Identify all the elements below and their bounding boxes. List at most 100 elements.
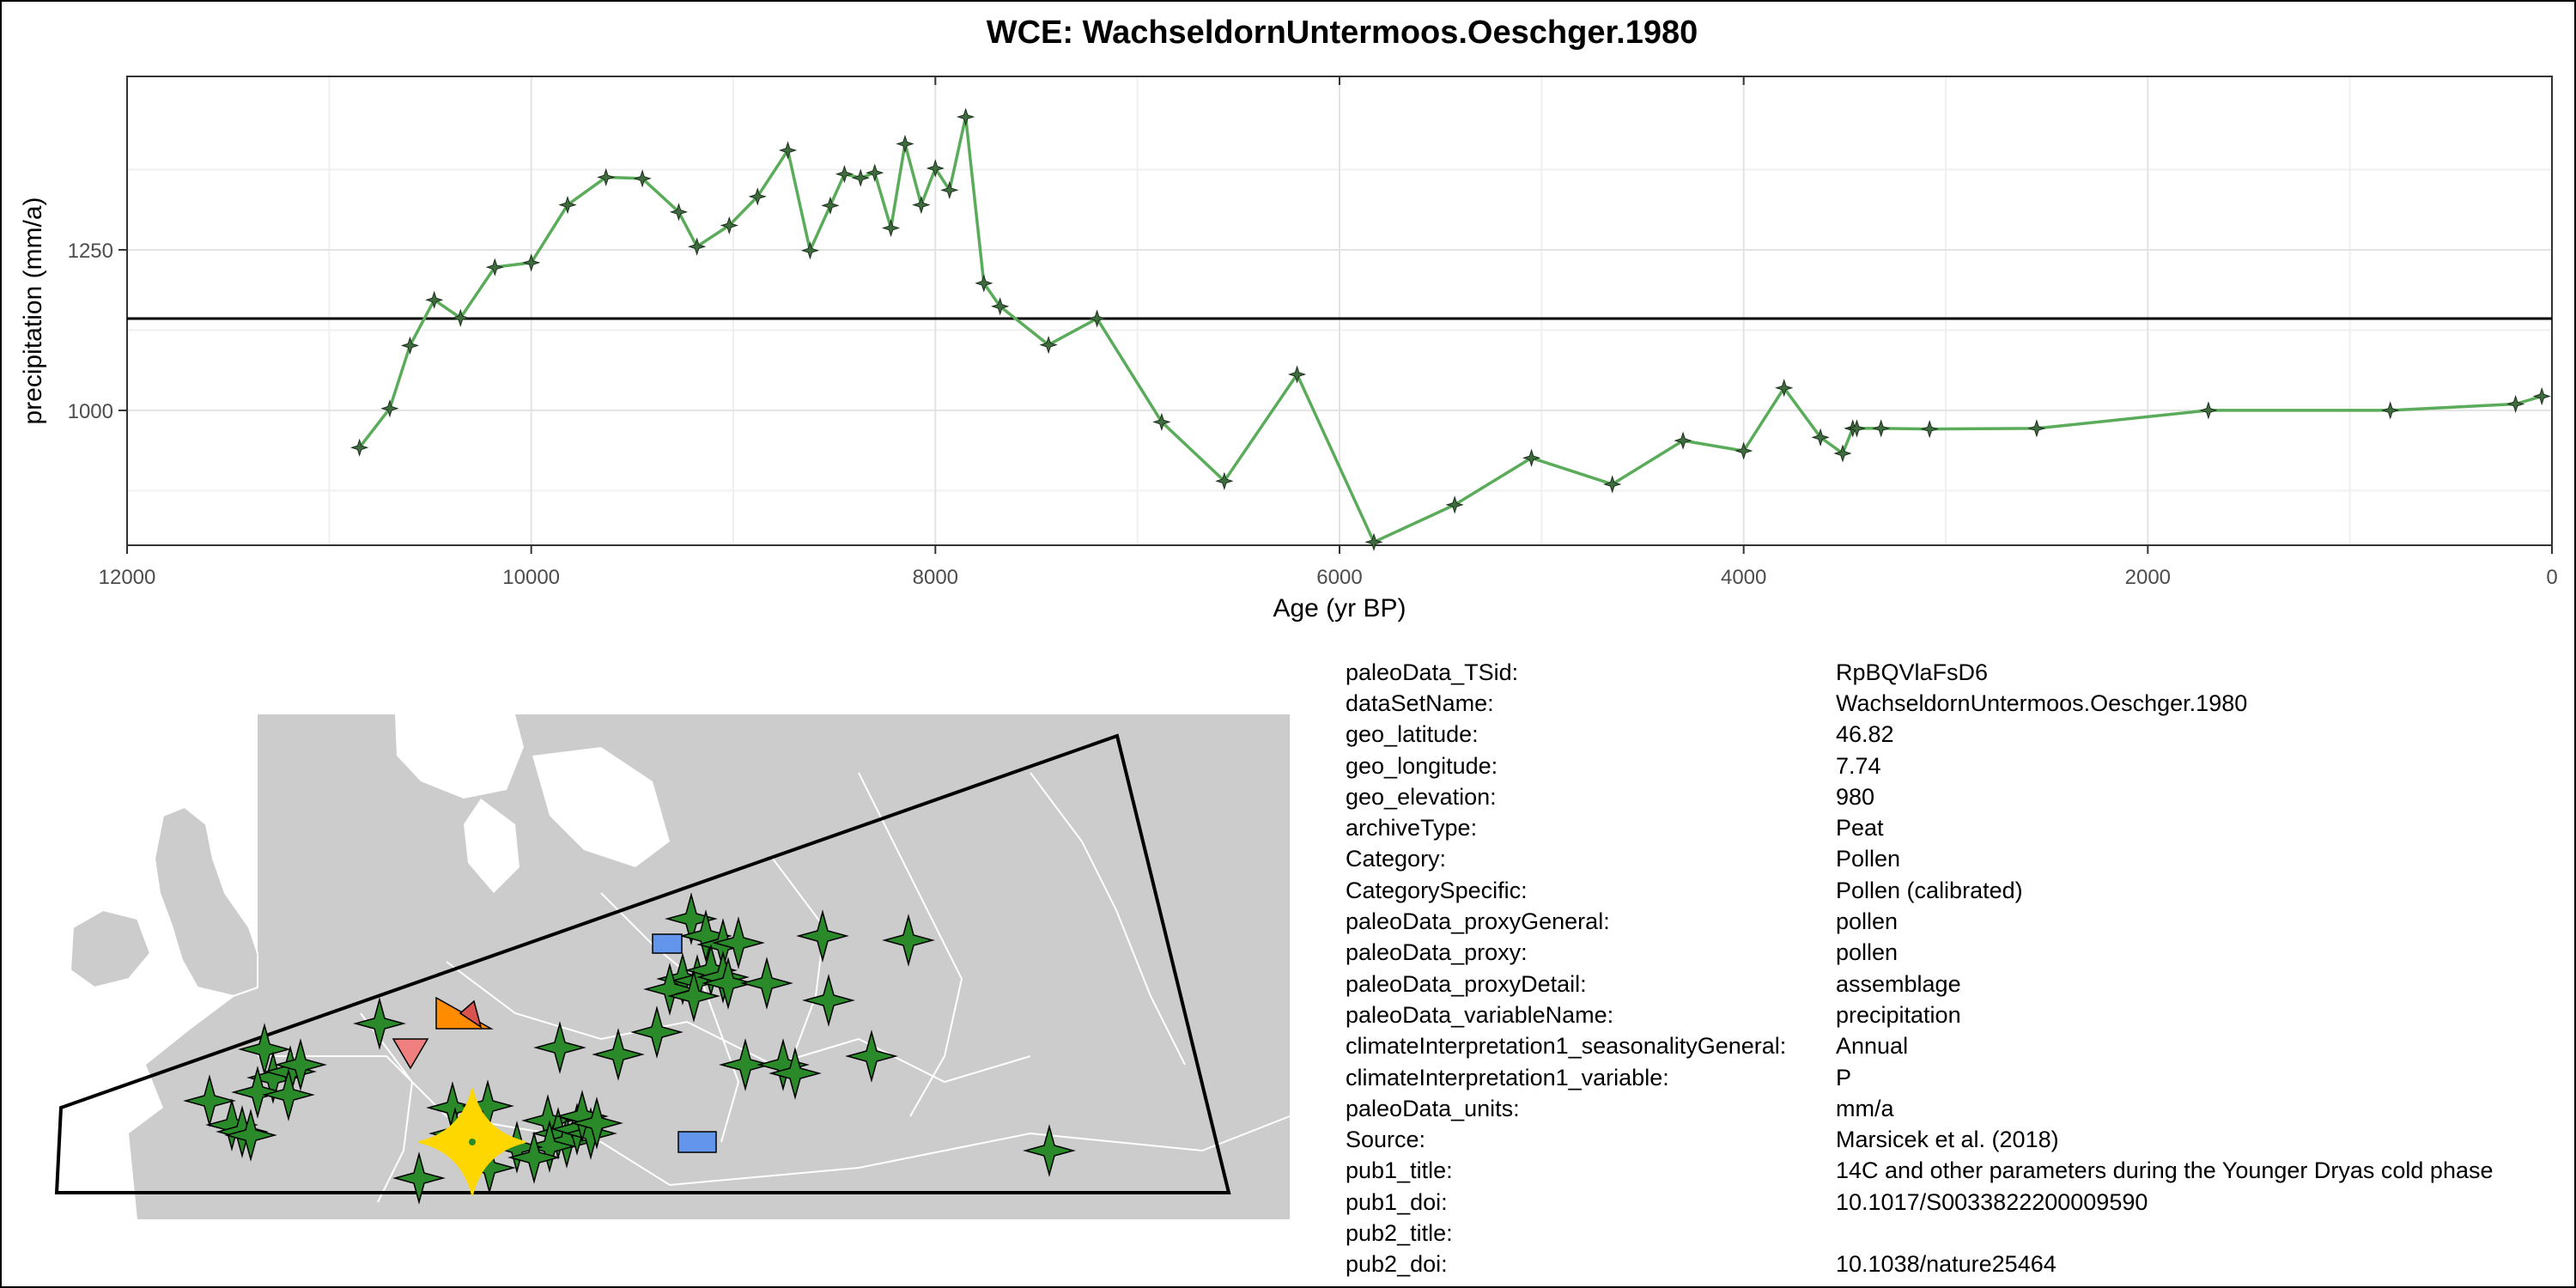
metadata-row: pub1_doi: 10.1017/S0033822200009590 <box>1346 1187 2565 1218</box>
data-point <box>485 258 504 276</box>
data-point <box>1674 431 1692 450</box>
timeseries-chart: WCE: WachseldornUntermoos.Oeschger.1980 … <box>19 15 2558 623</box>
site-marker-star <box>570 1097 623 1150</box>
metadata-row: pub2_doi: 10.1038/nature25464 <box>1346 1249 2565 1280</box>
x-tick-label: 6000 <box>1316 566 1362 589</box>
axis-ticks: 12000 10000 8000 6000 4000 2000 0 1000 1250 <box>68 76 2558 589</box>
x-tick-label: 4000 <box>1721 566 1766 589</box>
data-point <box>975 274 993 293</box>
site-marker-star <box>769 1047 822 1100</box>
data-point <box>380 399 399 418</box>
site-marker-star <box>719 1038 772 1091</box>
data-point <box>425 290 444 309</box>
data-point <box>1920 419 1939 439</box>
metadata-key: CategorySpecific: <box>1346 877 1528 903</box>
data-point <box>1811 428 1830 447</box>
site-marker-square <box>652 933 683 954</box>
data-point <box>1364 532 1383 551</box>
site-marker-star <box>845 1030 898 1083</box>
x-axis-label: Age (yr BP) <box>1273 594 1406 623</box>
data-point <box>957 107 975 126</box>
site-marker-star <box>392 1151 446 1205</box>
data-point <box>1775 379 1794 398</box>
data-point <box>633 169 652 188</box>
y-tick-label: 1250 <box>68 240 113 263</box>
metadata-row: paleoData_proxyGeneral: pollen <box>1346 906 2565 937</box>
site-marker-star <box>679 909 732 963</box>
metadata-key: paleoData_proxyDetail: <box>1346 970 1587 997</box>
metadata-value: Marsicek et al. (2018) <box>1836 1127 2059 1153</box>
metadata-value: 7.74 <box>1836 752 1881 779</box>
metadata-value: Pollen (calibrated) <box>1836 877 2023 903</box>
metadata-key: paleoData_proxyGeneral: <box>1346 908 1610 935</box>
metadata-row: Category: Pollen <box>1346 844 2565 875</box>
data-point <box>1215 471 1234 490</box>
site-marker-star <box>262 1068 315 1121</box>
target-site-marker <box>418 1088 526 1196</box>
metadata-value: WachseldornUntermoos.Oeschger.1980 <box>1836 690 2248 716</box>
metadata-key: archiveType: <box>1346 815 1478 841</box>
site-marker-triangle-right <box>459 999 483 1029</box>
metadata-row: paleoData_units: mm/a <box>1346 1093 2565 1124</box>
x-tick-label: 2000 <box>2125 566 2171 589</box>
site-marker-star <box>1023 1124 1076 1177</box>
site-marker-star <box>796 909 849 963</box>
metadata-value: 14C and other parameters during the Youn… <box>1836 1157 2494 1184</box>
data-point <box>2506 394 2525 414</box>
data-point <box>2381 401 2400 420</box>
data-point <box>851 168 870 187</box>
data-point <box>881 218 901 238</box>
site-map <box>54 714 1291 1219</box>
x-tick-label: 12000 <box>99 566 156 589</box>
metadata-value: P <box>1836 1064 1852 1091</box>
data-point <box>1603 475 1622 494</box>
data-point <box>1287 365 1307 384</box>
data-point <box>940 180 959 200</box>
site-marker-star <box>630 1005 683 1059</box>
metadata-key: pub2_doi: <box>1346 1251 1448 1278</box>
data-point <box>1522 448 1541 467</box>
data-point <box>2027 419 2046 438</box>
data-point <box>866 163 884 182</box>
site-marker-star <box>702 957 755 1010</box>
metadata-row: paleoData_proxy: pollen <box>1346 938 2565 969</box>
metadata-row: paleoData_TSid: RpBQVlaFsD6 <box>1346 657 2565 688</box>
site-marker-star <box>274 1038 327 1091</box>
site-marker-star <box>882 914 935 967</box>
metadata-row: pub1_title: 14C and other parameters duri… <box>1346 1156 2565 1187</box>
site-marker-star <box>224 1109 277 1162</box>
data-point <box>400 336 420 355</box>
data-point <box>669 203 689 222</box>
data-point <box>720 216 738 235</box>
data-point <box>778 141 798 160</box>
metadata-value: 10.1038/nature25464 <box>1836 1251 2057 1278</box>
metadata-row: paleoData_proxyDetail: assemblage <box>1346 969 2565 999</box>
site-marker-star <box>592 1028 645 1081</box>
data-point <box>1087 309 1107 328</box>
site-marker-star <box>507 1131 561 1184</box>
site-marker-star <box>665 892 718 945</box>
metadata-key: Source: <box>1346 1127 1426 1153</box>
data-point <box>896 134 914 154</box>
data-point <box>451 308 470 327</box>
metadata-value: Annual <box>1836 1033 1909 1060</box>
metadata-row: paleoData_variableName: precipitation <box>1346 999 2565 1030</box>
data-point <box>1735 441 1753 460</box>
metadata-key: geo_longitude: <box>1346 752 1498 779</box>
data-point <box>688 237 707 256</box>
data-point <box>522 253 541 272</box>
metadata-row: climateInterpretation1_seasonalityGenera… <box>1346 1031 2565 1062</box>
data-point <box>597 167 616 187</box>
data-point <box>991 297 1010 316</box>
metadata-value: pollen <box>1836 939 1899 966</box>
metadata-value: 10.1017/S0033822200009590 <box>1836 1188 2148 1215</box>
site-marker-star <box>667 969 720 1023</box>
site-marker-star <box>353 997 406 1050</box>
data-point <box>2532 386 2551 406</box>
metadata-row: climateInterpretation1_variable: P <box>1346 1062 2565 1093</box>
chart-title: WCE: WachseldornUntermoos.Oeschger.1980 <box>987 15 1698 51</box>
metadata-key: dataSetName: <box>1346 690 1494 716</box>
metadata-key: Category: <box>1346 846 1447 872</box>
metadata-table: paleoData_TSid: RpBQVlaFsD6 dataSetName: Wa… <box>1346 657 2565 1280</box>
site-marker-triangle-down <box>392 1038 429 1070</box>
